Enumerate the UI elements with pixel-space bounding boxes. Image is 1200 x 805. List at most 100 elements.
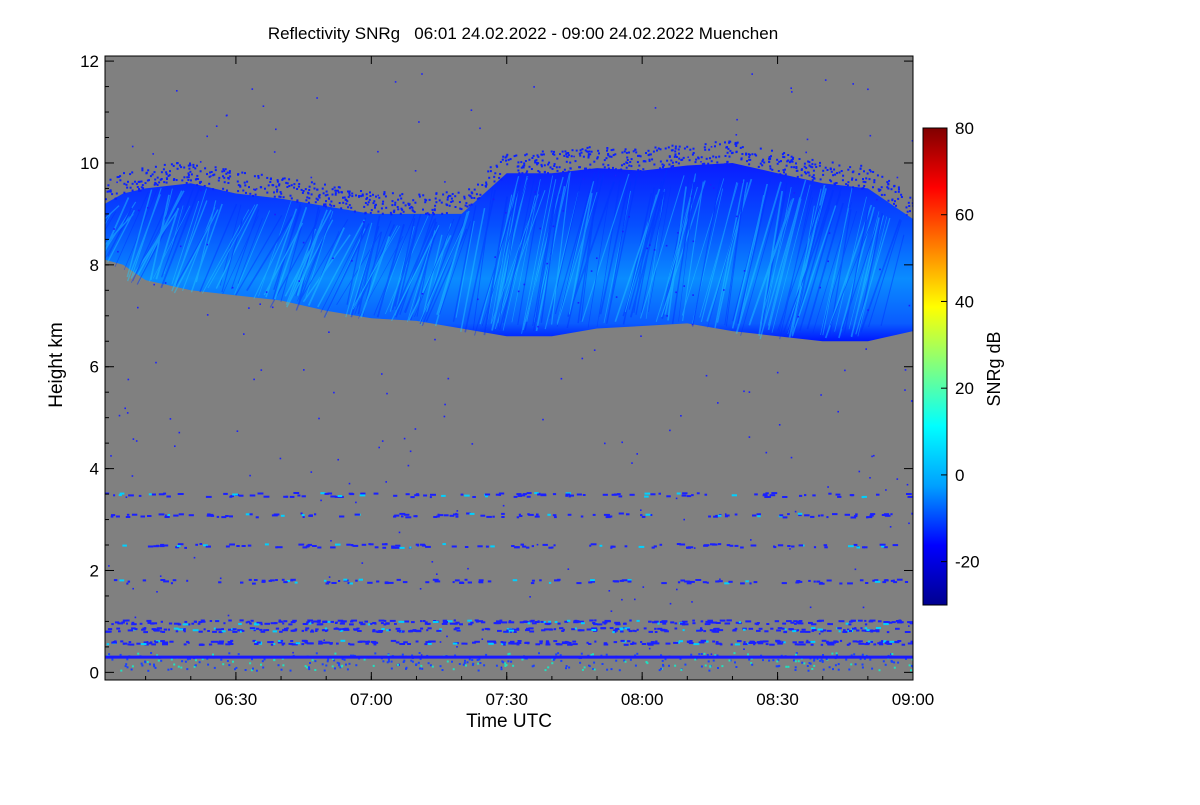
fall-streak <box>460 207 486 332</box>
noise-speck <box>792 630 797 633</box>
fringe-pixel <box>728 155 731 158</box>
noise-speck <box>754 493 758 496</box>
surface-clutter <box>661 659 664 662</box>
fall-streak <box>699 182 739 318</box>
noise-speck <box>348 642 351 645</box>
fall-streak <box>171 200 208 292</box>
surface-clutter <box>593 668 596 671</box>
noise-speck <box>818 582 825 585</box>
fall-streak <box>171 200 200 285</box>
fall-streak <box>629 191 665 318</box>
fall-streak <box>105 209 134 260</box>
fringe-pixel <box>296 199 299 202</box>
surface-clutter <box>729 659 732 662</box>
noise-speck <box>545 643 551 646</box>
surface-clutter <box>592 668 595 670</box>
noise-speck <box>610 545 614 548</box>
surface-clutter <box>451 660 453 663</box>
noise-speck <box>765 643 769 646</box>
noise-speck <box>621 598 623 601</box>
noise-speck <box>453 628 457 631</box>
noise-speck <box>223 622 226 625</box>
fringe-pixel <box>541 159 544 162</box>
noise-speck <box>436 515 440 518</box>
surface-clutter <box>878 669 881 672</box>
noise-speck <box>478 579 484 582</box>
noise-speck <box>881 545 885 548</box>
fringe-pixel <box>276 180 279 183</box>
fall-streak <box>596 171 623 328</box>
fringe-pixel <box>293 183 296 186</box>
fringe-pixel <box>288 185 291 187</box>
fringe-pixel <box>800 168 803 171</box>
noise-speck <box>220 642 224 645</box>
fringe-pixel <box>695 158 698 161</box>
noise-speck <box>503 643 506 646</box>
noise-speck <box>420 654 423 656</box>
noise-speck <box>349 493 355 496</box>
noise-speck <box>451 545 457 548</box>
surface-clutter <box>747 653 749 656</box>
fringe-pixel <box>187 174 190 176</box>
noise-speck <box>620 630 624 633</box>
noise-speck <box>285 495 289 498</box>
fringe-pixel <box>689 148 692 151</box>
noise-speck <box>464 578 468 581</box>
fringe-pixel <box>657 147 660 150</box>
noise-speck <box>456 629 461 632</box>
fringe-pixel <box>771 149 773 152</box>
fall-streak <box>724 179 747 326</box>
noise-speck <box>775 640 782 643</box>
noise-speck <box>666 315 668 317</box>
noise-speck <box>121 621 125 624</box>
fringe-pixel <box>188 167 191 170</box>
fall-streak <box>599 185 629 315</box>
fringe-pixel <box>674 154 677 157</box>
noise-speck <box>176 546 180 549</box>
fringe-pixel <box>590 150 593 153</box>
noise-speck <box>769 643 775 646</box>
noise-speck <box>528 513 534 516</box>
noise-speck <box>797 580 803 583</box>
fringe-pixel <box>675 156 678 158</box>
fringe-pixel <box>397 208 400 211</box>
noise-speck <box>485 545 489 548</box>
fringe-pixel <box>470 196 473 199</box>
fringe-pixel <box>824 166 827 169</box>
noise-speck <box>272 630 278 633</box>
fringe-pixel <box>714 141 717 144</box>
noise-speck <box>659 621 663 623</box>
fringe-pixel <box>144 182 147 185</box>
fringe-pixel <box>228 171 231 174</box>
fall-streak <box>373 214 416 316</box>
noise-speck <box>911 400 913 402</box>
fall-streak <box>304 210 334 301</box>
fringe-pixel <box>464 204 467 207</box>
noise-speck <box>407 643 411 645</box>
fringe-pixel <box>569 167 572 170</box>
fringe-pixel <box>748 158 751 161</box>
fringe-pixel <box>394 201 397 204</box>
fringe-pixel <box>782 156 785 158</box>
noise-speck <box>205 545 208 548</box>
noise-speck <box>854 627 857 630</box>
noise-speck <box>283 627 288 630</box>
fall-streak <box>234 210 271 295</box>
fringe-pixel <box>286 182 289 185</box>
fall-streak <box>622 193 653 325</box>
surface-clutter <box>579 661 582 664</box>
noise-speck <box>426 629 429 632</box>
noise-speck <box>281 642 286 645</box>
noise-speck <box>728 580 733 583</box>
noise-speck <box>383 619 387 622</box>
fringe-pixel <box>818 164 821 167</box>
fringe-pixel <box>329 203 332 206</box>
noise-speck <box>732 629 737 632</box>
noise-speck <box>678 640 683 643</box>
noise-speck <box>227 614 230 617</box>
fringe-pixel <box>153 171 156 174</box>
surface-clutter <box>411 660 414 663</box>
noise-speck <box>128 494 134 497</box>
fall-streak <box>526 179 557 322</box>
fringe-pixel <box>129 173 132 176</box>
